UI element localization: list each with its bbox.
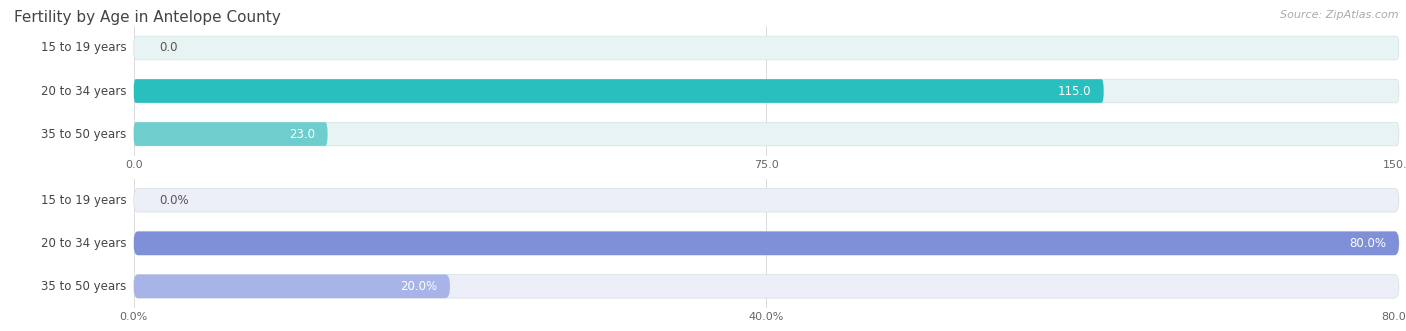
Text: 20 to 34 years: 20 to 34 years <box>41 237 127 250</box>
FancyBboxPatch shape <box>134 274 450 298</box>
Text: Source: ZipAtlas.com: Source: ZipAtlas.com <box>1281 10 1399 20</box>
FancyBboxPatch shape <box>134 79 1399 103</box>
FancyBboxPatch shape <box>134 274 1399 298</box>
Text: 23.0: 23.0 <box>290 127 315 141</box>
FancyBboxPatch shape <box>134 122 328 146</box>
Text: 15 to 19 years: 15 to 19 years <box>41 41 127 55</box>
Text: 15 to 19 years: 15 to 19 years <box>41 194 127 207</box>
FancyBboxPatch shape <box>134 231 1399 255</box>
FancyBboxPatch shape <box>134 79 1104 103</box>
FancyBboxPatch shape <box>134 36 1399 60</box>
Text: 20.0%: 20.0% <box>401 280 437 293</box>
FancyBboxPatch shape <box>134 231 1399 255</box>
Text: 115.0: 115.0 <box>1057 84 1091 98</box>
Text: 0.0%: 0.0% <box>159 194 188 207</box>
Text: 80.0%: 80.0% <box>1350 237 1386 250</box>
Text: Fertility by Age in Antelope County: Fertility by Age in Antelope County <box>14 10 281 25</box>
FancyBboxPatch shape <box>134 188 1399 212</box>
Text: 35 to 50 years: 35 to 50 years <box>41 127 127 141</box>
Text: 20 to 34 years: 20 to 34 years <box>41 84 127 98</box>
FancyBboxPatch shape <box>134 122 1399 146</box>
Text: 35 to 50 years: 35 to 50 years <box>41 280 127 293</box>
Text: 0.0: 0.0 <box>159 41 177 55</box>
